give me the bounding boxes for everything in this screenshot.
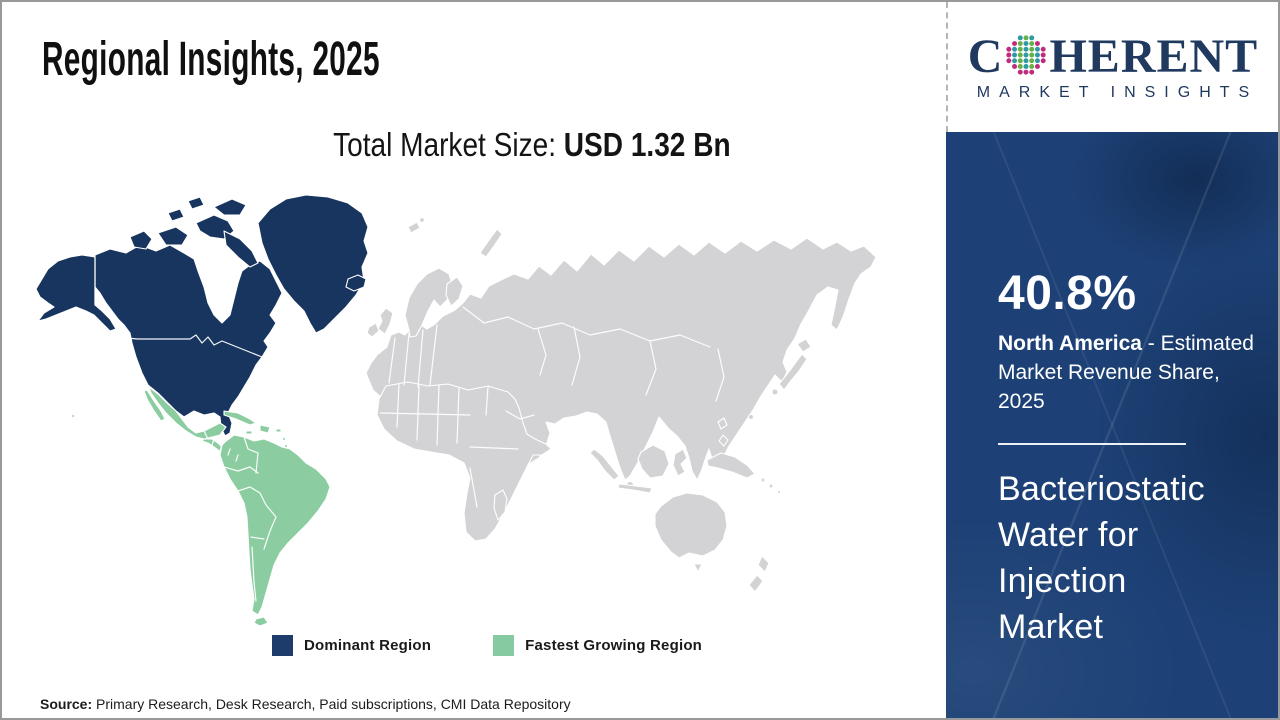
map-hispaniola: [259, 424, 271, 434]
map-island: [275, 428, 282, 433]
map-arctic-island: [187, 196, 205, 210]
map-java: [617, 483, 653, 494]
fastest-growing-region-swatch: [493, 635, 515, 656]
map-island: [407, 221, 421, 234]
map-arctic-island: [167, 208, 185, 222]
map-south-america: [219, 434, 331, 616]
map-arctic-island: [129, 230, 153, 250]
map-island: [245, 430, 253, 435]
market-size-value: USD 1.32 Bn: [563, 126, 731, 163]
map-greenland: [257, 194, 369, 334]
map-island: [281, 436, 287, 442]
source-note: Source: Primary Research, Desk Research,…: [40, 696, 571, 712]
map-new-zealand: [757, 555, 770, 573]
market-size-label: Total Market Size:: [333, 126, 564, 163]
map-island: [771, 388, 779, 396]
map-new-guinea: [706, 452, 756, 479]
map-tasmania: [693, 563, 703, 573]
sidebar-panel: 40.8% North America - Estimated Market R…: [946, 132, 1278, 718]
map-legend: Dominant Region Fastest Growing Region: [2, 635, 946, 656]
map-island: [760, 477, 766, 483]
map-island: [419, 217, 425, 223]
map-sumatra: [589, 448, 620, 481]
right-column: C HERENT MARKET INSIGHTS 40.8%: [946, 2, 1278, 718]
map-island: [70, 413, 76, 419]
map-group-dominant-region: [35, 194, 369, 437]
map-australia: [654, 492, 728, 559]
map-island: [366, 322, 380, 338]
share-description-rest: - Estimated Market Revenue Share, 2025: [998, 332, 1254, 413]
map-britain: [377, 307, 394, 335]
map-cuba: [223, 410, 257, 426]
source-text: Primary Research, Desk Research, Paid su…: [92, 696, 571, 712]
map-canada-usa: [94, 244, 283, 437]
map-island: [776, 489, 782, 495]
legend-item-fastest-growing: Fastest Growing Region: [493, 635, 702, 656]
total-market-size: Total Market Size: USD 1.32 Bn: [2, 126, 946, 164]
legend-label-dominant: Dominant Region: [303, 637, 432, 654]
globe-dots-icon: [1006, 34, 1047, 75]
logo-tagline: MARKET INSIGHTS: [976, 83, 1259, 101]
map-borneo: [637, 444, 670, 479]
map-country-borders: [94, 256, 725, 602]
market-name: Bacteriostatic Water for Injection Marke…: [998, 469, 1205, 646]
main-content: Regional Insights, 2025 Total Market Siz…: [2, 2, 946, 718]
total-market-size-text: Total Market Size: USD 1.32 Bn: [333, 126, 731, 164]
share-description: North America - Estimated Market Revenue…: [998, 330, 1272, 417]
map-arctic-island: [213, 198, 247, 216]
legend-label-fastest-growing: Fastest Growing Region: [525, 637, 703, 654]
map-mexico: [148, 386, 227, 440]
logo-word-herent: HERENT: [1049, 29, 1259, 83]
map-island: [796, 338, 812, 353]
map-group-fastest-growing-region: [143, 386, 331, 627]
map-island: [445, 276, 464, 307]
sidebar-divider: [998, 442, 1186, 445]
map-arctic-island: [157, 226, 189, 246]
world-map-svg: [35, 194, 877, 627]
map-baja: [143, 389, 166, 422]
map-island: [718, 434, 729, 447]
map-tierra-del-fuego: [253, 616, 269, 627]
map-iceland: [345, 274, 367, 292]
logo-letter-c: C: [967, 29, 1004, 83]
brand-logo: C HERENT: [967, 29, 1259, 83]
map-madagascar: [493, 489, 508, 521]
map-island: [283, 443, 289, 449]
source-label: Source:: [40, 696, 93, 712]
map-japan: [778, 353, 808, 391]
legend-item-dominant: Dominant Region: [271, 635, 432, 656]
map-group-other-regions: [70, 217, 877, 593]
map-africa: [376, 381, 552, 542]
map-island: [479, 228, 503, 258]
share-value: 40.8%: [998, 267, 1137, 320]
dominant-region-swatch: [271, 635, 293, 656]
map-island: [768, 483, 774, 489]
map-arctic-island: [223, 230, 259, 268]
map-island: [747, 413, 755, 421]
brand-logo-area: C HERENT MARKET INSIGHTS: [946, 2, 1278, 132]
map-island: [672, 448, 688, 477]
page-title: Regional Insights, 2025: [42, 33, 380, 86]
share-region: North America: [998, 332, 1142, 355]
map-alaska: [35, 254, 117, 332]
world-map: [18, 187, 934, 639]
map-island: [717, 417, 728, 430]
map-new-zealand: [748, 574, 764, 593]
